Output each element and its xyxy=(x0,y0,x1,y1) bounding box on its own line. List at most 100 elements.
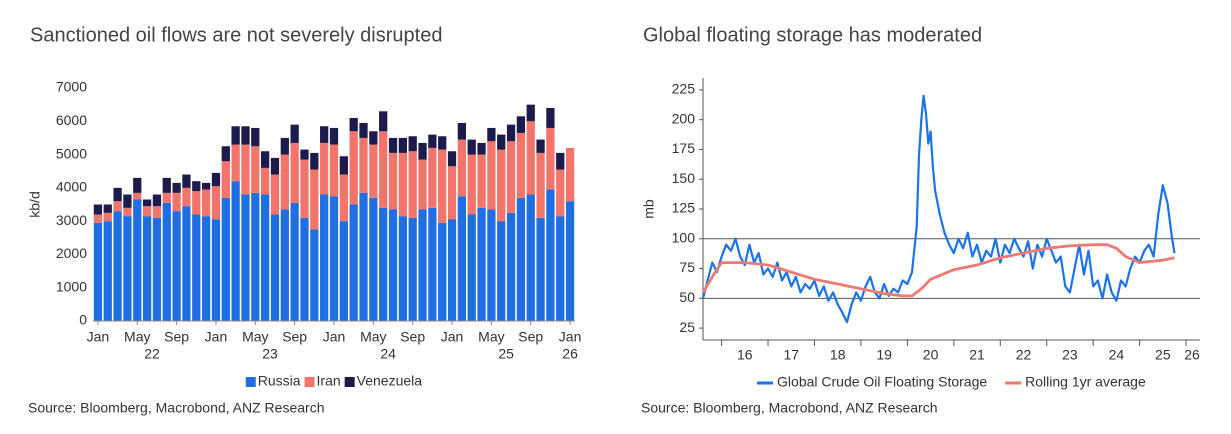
legend-label: Rolling 1yr average xyxy=(1025,374,1146,390)
bar-segment xyxy=(388,152,398,210)
data-line xyxy=(701,243,1175,298)
y-tick-label: 75 xyxy=(679,259,695,275)
bar-segment xyxy=(477,142,486,155)
bar-segment xyxy=(497,221,506,321)
bar-segment xyxy=(516,132,526,198)
bar-segment xyxy=(339,174,348,222)
bar-segment xyxy=(320,142,329,195)
x-tick-label: Sep xyxy=(164,329,189,345)
bar-segment xyxy=(280,209,289,321)
bar-segment xyxy=(536,152,545,218)
legend-swatch xyxy=(344,377,355,387)
bar-segment xyxy=(428,147,437,208)
bar-segment xyxy=(438,149,447,223)
legend-swatch xyxy=(245,377,256,387)
bar-segment xyxy=(477,207,486,321)
bar-segment xyxy=(211,219,221,321)
y-tick-label: 2000 xyxy=(56,245,87,261)
bar-segment xyxy=(526,194,535,321)
bar-segment xyxy=(182,187,191,207)
x-tick-label: 20 xyxy=(923,347,939,363)
bar-segment xyxy=(408,151,417,218)
bar-segment xyxy=(290,142,299,203)
bar-segment xyxy=(438,136,447,150)
bar-segment xyxy=(192,214,201,321)
x-tick-label: Jan xyxy=(441,329,464,345)
bar-segment xyxy=(320,126,329,143)
x-tick-label: 25 xyxy=(1155,347,1171,363)
bar-segment xyxy=(221,161,230,198)
bar-segment xyxy=(221,146,230,162)
y-tick-label: 5000 xyxy=(56,145,87,161)
bar-segment xyxy=(310,229,319,321)
bar-segment xyxy=(192,191,201,215)
bar-segment xyxy=(201,182,211,190)
bar-segment xyxy=(467,139,476,155)
x-tick-label: May xyxy=(360,329,386,345)
bar-segment xyxy=(103,212,112,222)
y-tick-label: 3000 xyxy=(56,212,87,228)
bar-segment xyxy=(329,144,339,197)
bar-segment xyxy=(418,159,427,210)
x-tick-label: 17 xyxy=(783,347,799,363)
bar-segment xyxy=(339,221,348,321)
legend-label: Russia xyxy=(258,373,301,389)
bar-segment xyxy=(369,144,378,198)
x-tick-label: 18 xyxy=(830,347,846,363)
bar-segment xyxy=(310,152,319,170)
bar-segment xyxy=(142,216,152,321)
bar-segment xyxy=(349,117,358,132)
y-tick-label: 1000 xyxy=(56,278,87,294)
bar-segment xyxy=(172,192,181,212)
bar-segment xyxy=(418,209,427,321)
bar-segment xyxy=(162,202,171,321)
bar-segment xyxy=(133,177,142,193)
bar-segment xyxy=(428,134,437,148)
y-tick-label: 100 xyxy=(672,229,696,245)
bar-segment xyxy=(565,201,575,321)
bar-segment xyxy=(152,194,162,207)
y-tick-label: 7000 xyxy=(56,79,87,95)
bar-segment xyxy=(398,216,407,321)
bar-segment xyxy=(536,217,545,321)
bar-segment xyxy=(447,151,457,167)
bar-segment xyxy=(546,189,555,321)
bar-segment xyxy=(546,107,555,128)
bar-segment xyxy=(241,126,250,145)
bar-segment xyxy=(133,192,142,200)
year-label: 22 xyxy=(144,346,160,362)
bar-segment xyxy=(290,202,299,321)
x-tick-label: Jan xyxy=(87,329,110,345)
bar-segment xyxy=(497,149,506,222)
legend-label: Iran xyxy=(317,373,341,389)
bar-segment xyxy=(329,196,339,321)
bar-segment xyxy=(408,136,417,152)
bar-segment xyxy=(93,222,103,321)
x-tick-label: 21 xyxy=(969,347,985,363)
bar-segment xyxy=(565,147,575,202)
bar-segment xyxy=(398,152,407,217)
bar-segment xyxy=(123,207,132,217)
bar-segment xyxy=(457,139,467,197)
bar-segment xyxy=(113,211,122,321)
bar-segment xyxy=(290,124,299,143)
data-line xyxy=(701,94,1176,324)
bar-segment xyxy=(379,111,388,132)
x-tick-label: Jan xyxy=(323,329,346,345)
bar-segment xyxy=(359,122,368,138)
bar-segment xyxy=(123,194,132,208)
bar-segment xyxy=(152,206,162,218)
y-axis-label: mb xyxy=(641,199,657,219)
bar-segment xyxy=(359,192,368,321)
bar-segment xyxy=(142,199,152,207)
bar-segment xyxy=(93,204,103,215)
bar-segment xyxy=(418,142,427,160)
bar-segment xyxy=(526,121,535,195)
bar-segment xyxy=(241,194,250,321)
bar-segment xyxy=(103,204,112,213)
bar-segment xyxy=(408,217,417,321)
bar-segment xyxy=(123,216,132,321)
chart-title: Global floating storage has moderated xyxy=(643,24,982,46)
x-tick-label: 23 xyxy=(1062,347,1078,363)
